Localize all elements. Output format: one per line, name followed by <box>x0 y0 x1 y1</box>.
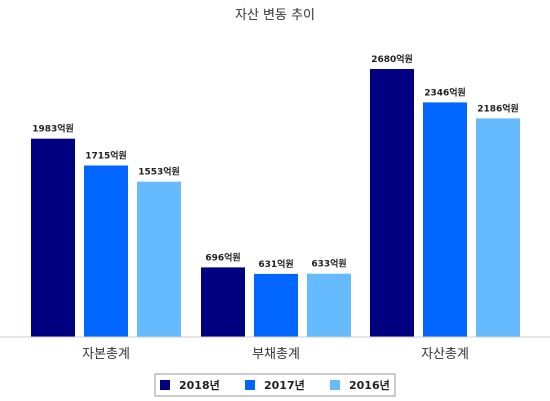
category-label-2: 자산총계 <box>421 347 469 362</box>
legend-box <box>154 373 396 397</box>
bar-1-2 <box>423 102 467 338</box>
category-label-0: 자본총계 <box>82 347 130 362</box>
data-label-0-1: 696억원 <box>205 251 240 263</box>
bar-0-2 <box>370 69 414 337</box>
data-label-0-0: 1983억원 <box>32 123 74 135</box>
legend-label-2: 2016년 <box>349 378 390 392</box>
bar-1-0 <box>84 165 128 337</box>
bar-0-0 <box>31 138 75 337</box>
bars-group <box>31 69 520 338</box>
chart-title: 자산 변동 추이 <box>235 8 315 23</box>
data-label-1-1: 631억원 <box>258 258 293 270</box>
legend-swatch-2 <box>330 380 340 390</box>
legend: 2018년 2017년 2016년 <box>154 373 396 397</box>
legend-label-0: 2018년 <box>179 378 220 392</box>
data-label-1-0: 1715억원 <box>85 150 127 162</box>
bar-2-1 <box>307 273 351 337</box>
data-labels-group: 1983억원 1715억원 1553억원 696억원 631억원 633억원 2680억원 2… <box>32 53 519 270</box>
legend-swatch-1 <box>245 380 255 390</box>
bar-2-2 <box>476 118 520 338</box>
legend-swatch-0 <box>160 380 170 390</box>
category-labels-group: 자본총계 부채총계 자산총계 <box>82 347 469 362</box>
data-label-2-1: 633억원 <box>311 258 346 270</box>
bar-0-1 <box>201 267 245 337</box>
bar-1-1 <box>254 273 298 337</box>
legend-label-1: 2017년 <box>264 378 305 392</box>
category-label-1: 부채총계 <box>252 347 300 362</box>
data-label-1-2: 2346억원 <box>424 86 466 98</box>
data-label-2-2: 2186억원 <box>477 102 519 114</box>
bar-2-0 <box>137 181 181 337</box>
data-label-0-2: 2680억원 <box>371 53 413 65</box>
data-label-2-0: 1553억원 <box>138 166 180 178</box>
